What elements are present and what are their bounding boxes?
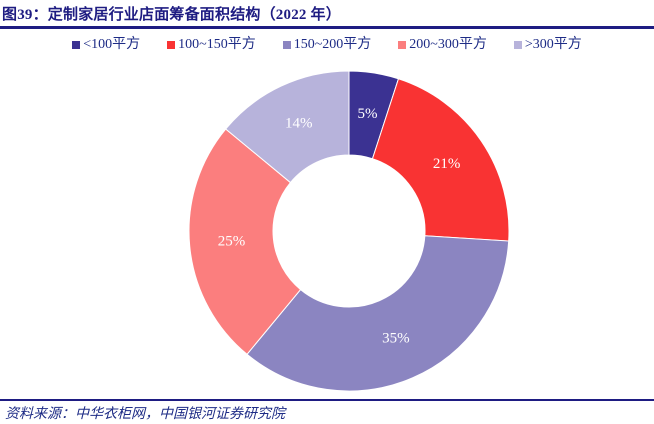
slice-data-label: 35%: [382, 331, 410, 347]
legend-label: 200~300平方: [409, 37, 487, 52]
legend-swatch-icon: [282, 41, 291, 49]
legend-item-1: 100~150平方: [167, 37, 256, 53]
donut-slice-3: [188, 128, 302, 355]
legend-item-2: 150~200平方: [282, 37, 372, 53]
slice-data-label: 14%: [285, 116, 313, 132]
legend-item-4: >300平方: [513, 37, 582, 53]
donut-slice-2: [246, 235, 510, 392]
slice-data-label: 5%: [358, 106, 378, 122]
legend-swatch-icon: [72, 41, 81, 49]
legend-swatch-icon: [398, 41, 407, 49]
chart-legend: <100平方 100~150平方 150~200平方 200~300平方 >300平方: [0, 37, 654, 53]
donut-slice-1: [371, 78, 510, 242]
donut-chart-canvas: 5% 21% 35% 25% 14%: [188, 70, 510, 392]
legend-label: 150~200平方: [293, 37, 372, 52]
legend-label: >300平方: [524, 37, 582, 52]
donut-chart: 5% 21% 35% 25% 14%: [0, 62, 654, 398]
slice-data-label: 25%: [218, 234, 246, 250]
legend-swatch-icon: [167, 41, 176, 49]
legend-label: 100~150平方: [178, 37, 256, 52]
slice-data-label: 21%: [433, 156, 461, 172]
footer-divider: [0, 399, 654, 401]
legend-item-0: <100平方: [72, 37, 140, 53]
legend-label: <100平方: [83, 37, 141, 52]
source-note: 资料来源：中华衣柜网，中国银河证券研究院: [5, 407, 285, 422]
legend-swatch-icon: [513, 41, 522, 49]
title-divider: [0, 26, 654, 29]
legend-item-3: 200~300平方: [398, 37, 487, 53]
figure-title: 图39：定制家居行业店面筹备面积结构（2022 年）: [2, 7, 341, 23]
donut-slice-4: [225, 70, 350, 184]
